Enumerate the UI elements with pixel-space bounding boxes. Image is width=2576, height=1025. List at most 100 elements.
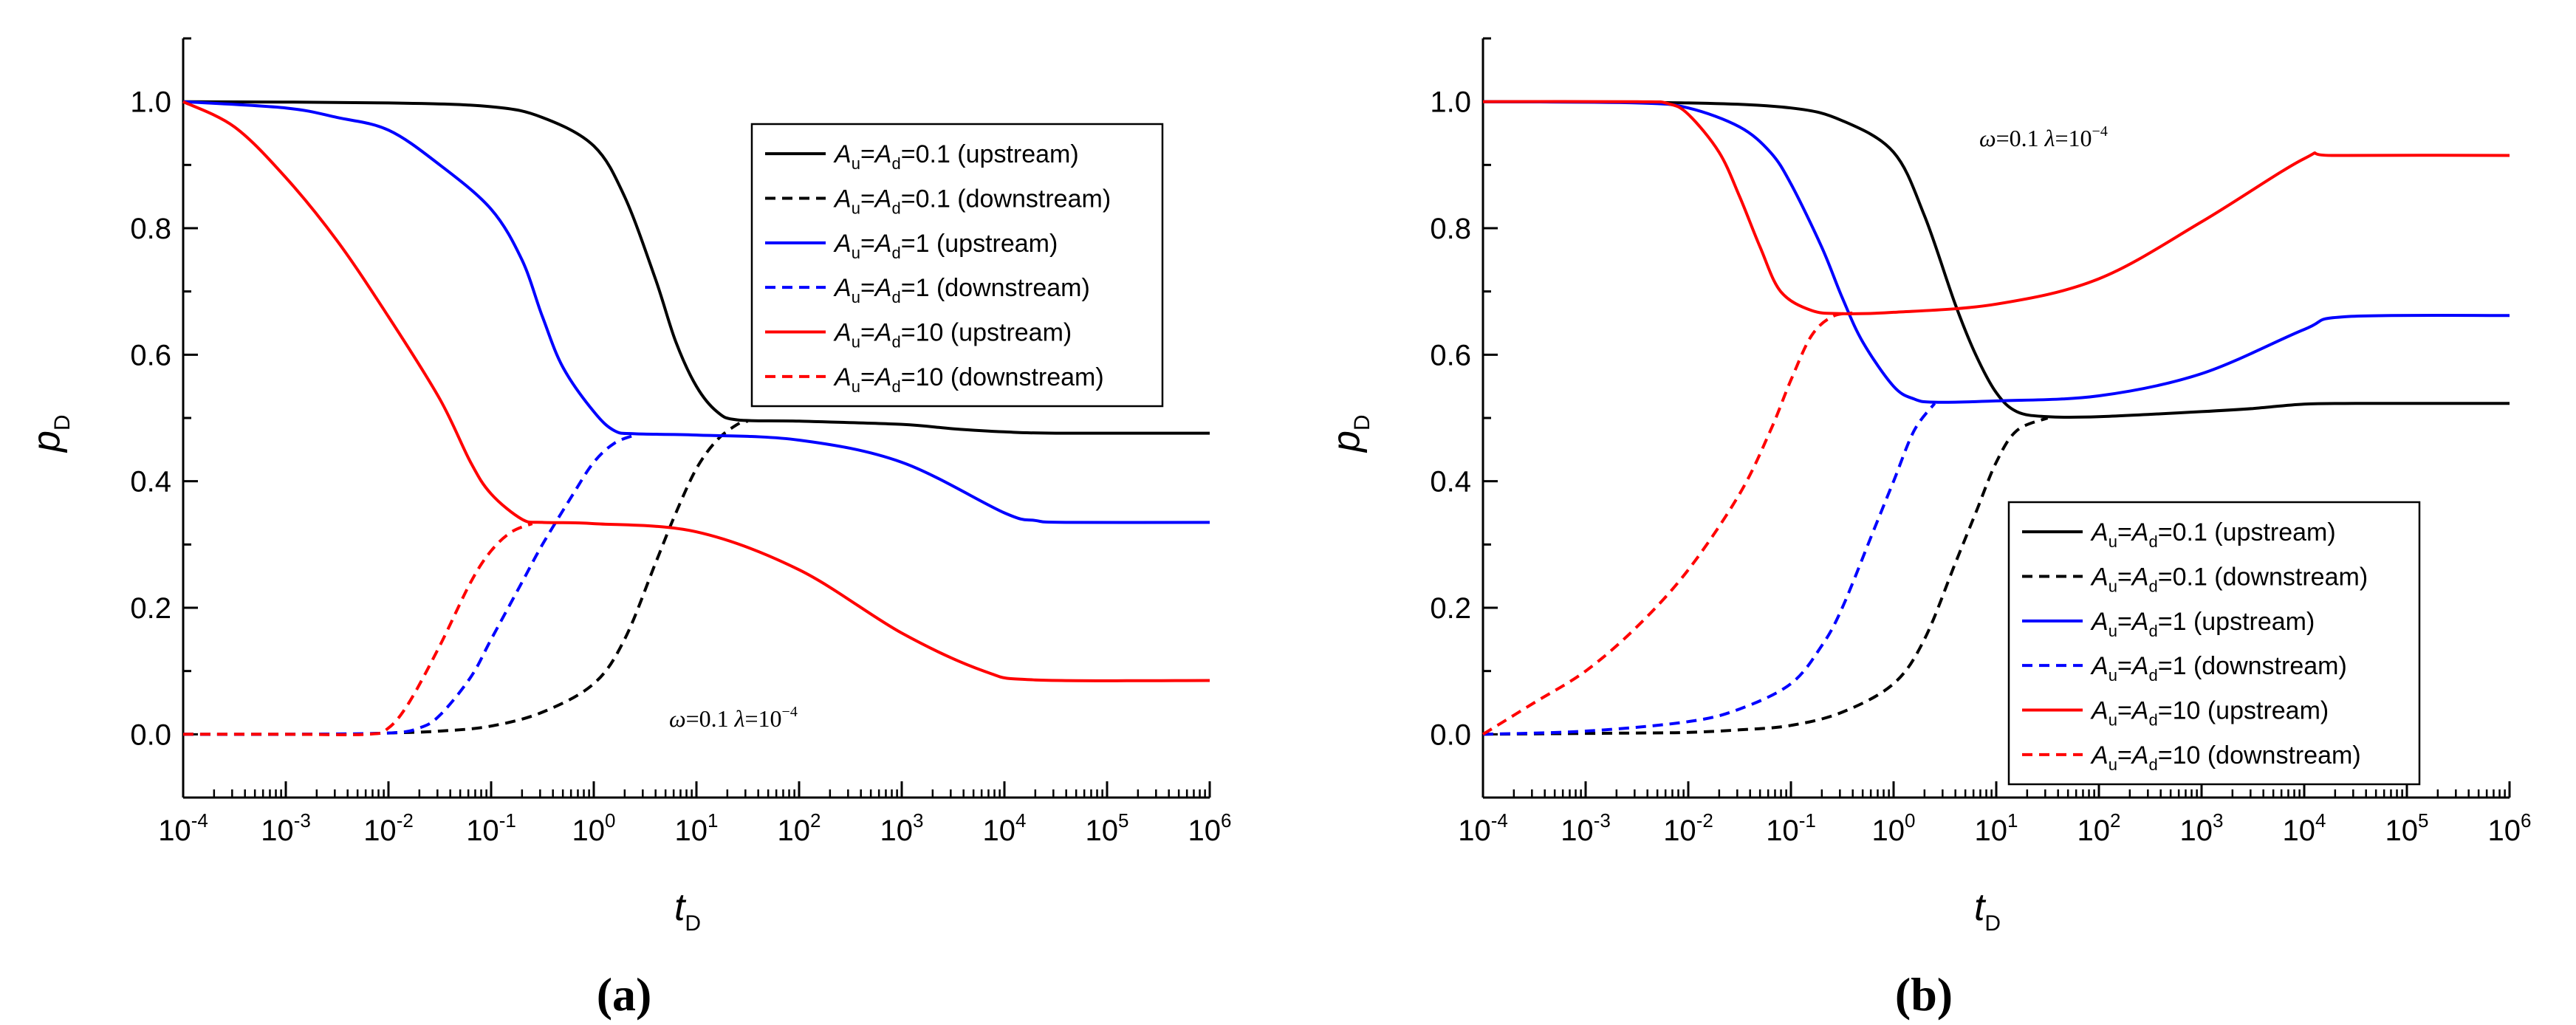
- legend-eq: =: [2117, 697, 2132, 725]
- x-axis-title: tD: [1974, 886, 2001, 936]
- y-tick-label: 0.2: [1430, 592, 1471, 625]
- x-tick-exp: 3: [2213, 809, 2223, 832]
- x-tick-exp: -2: [397, 809, 414, 832]
- legend-sub-u: u: [2109, 532, 2117, 551]
- x-tick-base: 10: [1188, 815, 1222, 847]
- legend-sub-d: d: [2148, 577, 2157, 596]
- y-axis-var: p: [1325, 431, 1368, 453]
- y-tick-label: 0.6: [1430, 339, 1471, 371]
- legend-eq: =: [860, 363, 875, 391]
- y-axis-title: pD: [25, 414, 75, 453]
- x-tick-base: 10: [778, 815, 811, 847]
- x-tick-label: 100: [572, 809, 616, 847]
- series-line-5: [182, 522, 533, 736]
- legend-eq: =: [860, 185, 875, 213]
- x-tick-exp: 0: [1905, 809, 1915, 832]
- legend-sub-d: d: [2148, 622, 2157, 640]
- x-tick-base: 10: [363, 815, 397, 847]
- x-tick-label: 101: [1975, 809, 2018, 847]
- x-tick-label: 104: [983, 809, 1027, 847]
- legend-value: =10 (upstream): [901, 319, 1072, 347]
- x-tick-label: 10-1: [1766, 809, 1816, 847]
- legend-var-a: A: [2090, 697, 2109, 725]
- legend-eq: =: [860, 274, 875, 302]
- x-tick-exp: 3: [913, 809, 923, 832]
- legend-value: =0.1 (downstream): [901, 185, 1111, 213]
- legend-sub-u: u: [2109, 711, 2117, 730]
- legend-label-4: Au=Ad=10 (upstream): [2090, 697, 2329, 730]
- x-tick-label: 10-3: [261, 809, 311, 847]
- y-tick-label: 0.4: [130, 466, 171, 498]
- legend-sub-u: u: [852, 377, 860, 396]
- legend: Au=Ad=0.1 (upstream)Au=Ad=0.1 (downstrea…: [2007, 501, 2421, 786]
- x-tick-label: 106: [1188, 809, 1232, 847]
- legend-var-a: A: [2090, 518, 2109, 546]
- legend-var-a: A: [2090, 741, 2109, 769]
- y-axis-var: p: [25, 431, 68, 453]
- x-tick-exp: 5: [1118, 809, 1128, 832]
- x-tick-exp: 4: [1015, 809, 1026, 832]
- legend: Au=Ad=0.1 (upstream)Au=Ad=0.1 (downstrea…: [750, 123, 1164, 408]
- legend-sub-d: d: [2148, 755, 2157, 774]
- anno-omega: ω: [669, 705, 686, 732]
- parameter-annotation: ω=0.1 λ=10−4: [669, 704, 798, 732]
- parameter-annotation: ω=0.1 λ=10−4: [1979, 123, 2108, 151]
- legend-value: =1 (upstream): [901, 230, 1058, 258]
- legend-label-1: Au=Ad=0.1 (downstream): [2090, 563, 2368, 596]
- x-tick-exp: -1: [1799, 809, 1816, 832]
- x-tick-exp: -1: [499, 809, 516, 832]
- x-tick-base: 10: [1766, 815, 1799, 847]
- x-tick-base: 10: [158, 815, 191, 847]
- legend-box: [750, 123, 1164, 408]
- legend-eq: =: [860, 230, 875, 258]
- legend-sub-d: d: [2148, 532, 2157, 551]
- panel-label: (b): [1895, 968, 1953, 1021]
- legend-box: [2007, 501, 2421, 786]
- x-tick-label: 104: [2283, 809, 2326, 847]
- y-axis-sub: D: [50, 414, 75, 431]
- y-tick-label: 0.8: [1430, 213, 1471, 245]
- x-tick-label: 10-2: [363, 809, 414, 847]
- legend-value: =10 (downstream): [901, 363, 1104, 391]
- legend-var-a: A: [833, 319, 852, 347]
- x-tick-base: 10: [1872, 815, 1905, 847]
- legend-label-3: Au=Ad=1 (downstream): [833, 274, 1090, 306]
- x-tick-base: 10: [675, 815, 708, 847]
- legend-var-a: A: [874, 230, 892, 258]
- legend-label-3: Au=Ad=1 (downstream): [2090, 652, 2347, 685]
- x-tick-label: 10-2: [1663, 809, 1713, 847]
- legend-sub-u: u: [852, 288, 860, 306]
- anno-lambda-val: =10: [745, 705, 782, 732]
- panel-a: 0.00.20.40.60.81.010-4 10-3 10-2 10-1 100 101…: [25, 37, 1232, 1021]
- anno-lambda-exp: −4: [2092, 123, 2108, 140]
- y-tick-label: 0.0: [130, 719, 171, 751]
- x-tick-exp: 2: [810, 809, 821, 832]
- series-line-2: [1482, 100, 2510, 404]
- legend-var-a: A: [833, 140, 852, 168]
- x-tick-exp: 1: [2007, 809, 2018, 832]
- legend-value: =0.1 (upstream): [2158, 518, 2336, 546]
- y-tick-label: 1.0: [130, 86, 171, 119]
- x-tick-label: 10-3: [1561, 809, 1611, 847]
- anno-lambda-exp: −4: [782, 704, 798, 720]
- legend-var-a: A: [2131, 697, 2149, 725]
- legend-eq: =: [2117, 741, 2132, 769]
- panel-b: 0.00.20.40.60.81.010-4 10-3 10-2 10-1 100 101…: [1325, 37, 2532, 1021]
- x-tick-label: 106: [2488, 809, 2532, 847]
- legend-sub-d: d: [891, 199, 900, 218]
- y-tick-label: 0.2: [130, 592, 171, 625]
- x-tick-base: 10: [1458, 815, 1491, 847]
- anno-omega-val: =0.1: [1996, 125, 2045, 151]
- y-tick-label: 1.0: [1430, 86, 1471, 119]
- legend-eq: =: [2117, 518, 2132, 546]
- x-tick-label: 102: [2077, 809, 2121, 847]
- legend-sub-u: u: [2109, 577, 2117, 596]
- legend-var-a: A: [874, 319, 892, 347]
- series-line-1: [1482, 416, 2049, 736]
- x-tick-label: 10-4: [158, 809, 208, 847]
- legend-value: =10 (downstream): [2158, 741, 2361, 769]
- legend-eq: =: [860, 140, 875, 168]
- legend-sub-d: d: [891, 288, 900, 306]
- x-tick-exp: -4: [191, 809, 208, 832]
- anno-omega-val: =0.1: [686, 705, 735, 732]
